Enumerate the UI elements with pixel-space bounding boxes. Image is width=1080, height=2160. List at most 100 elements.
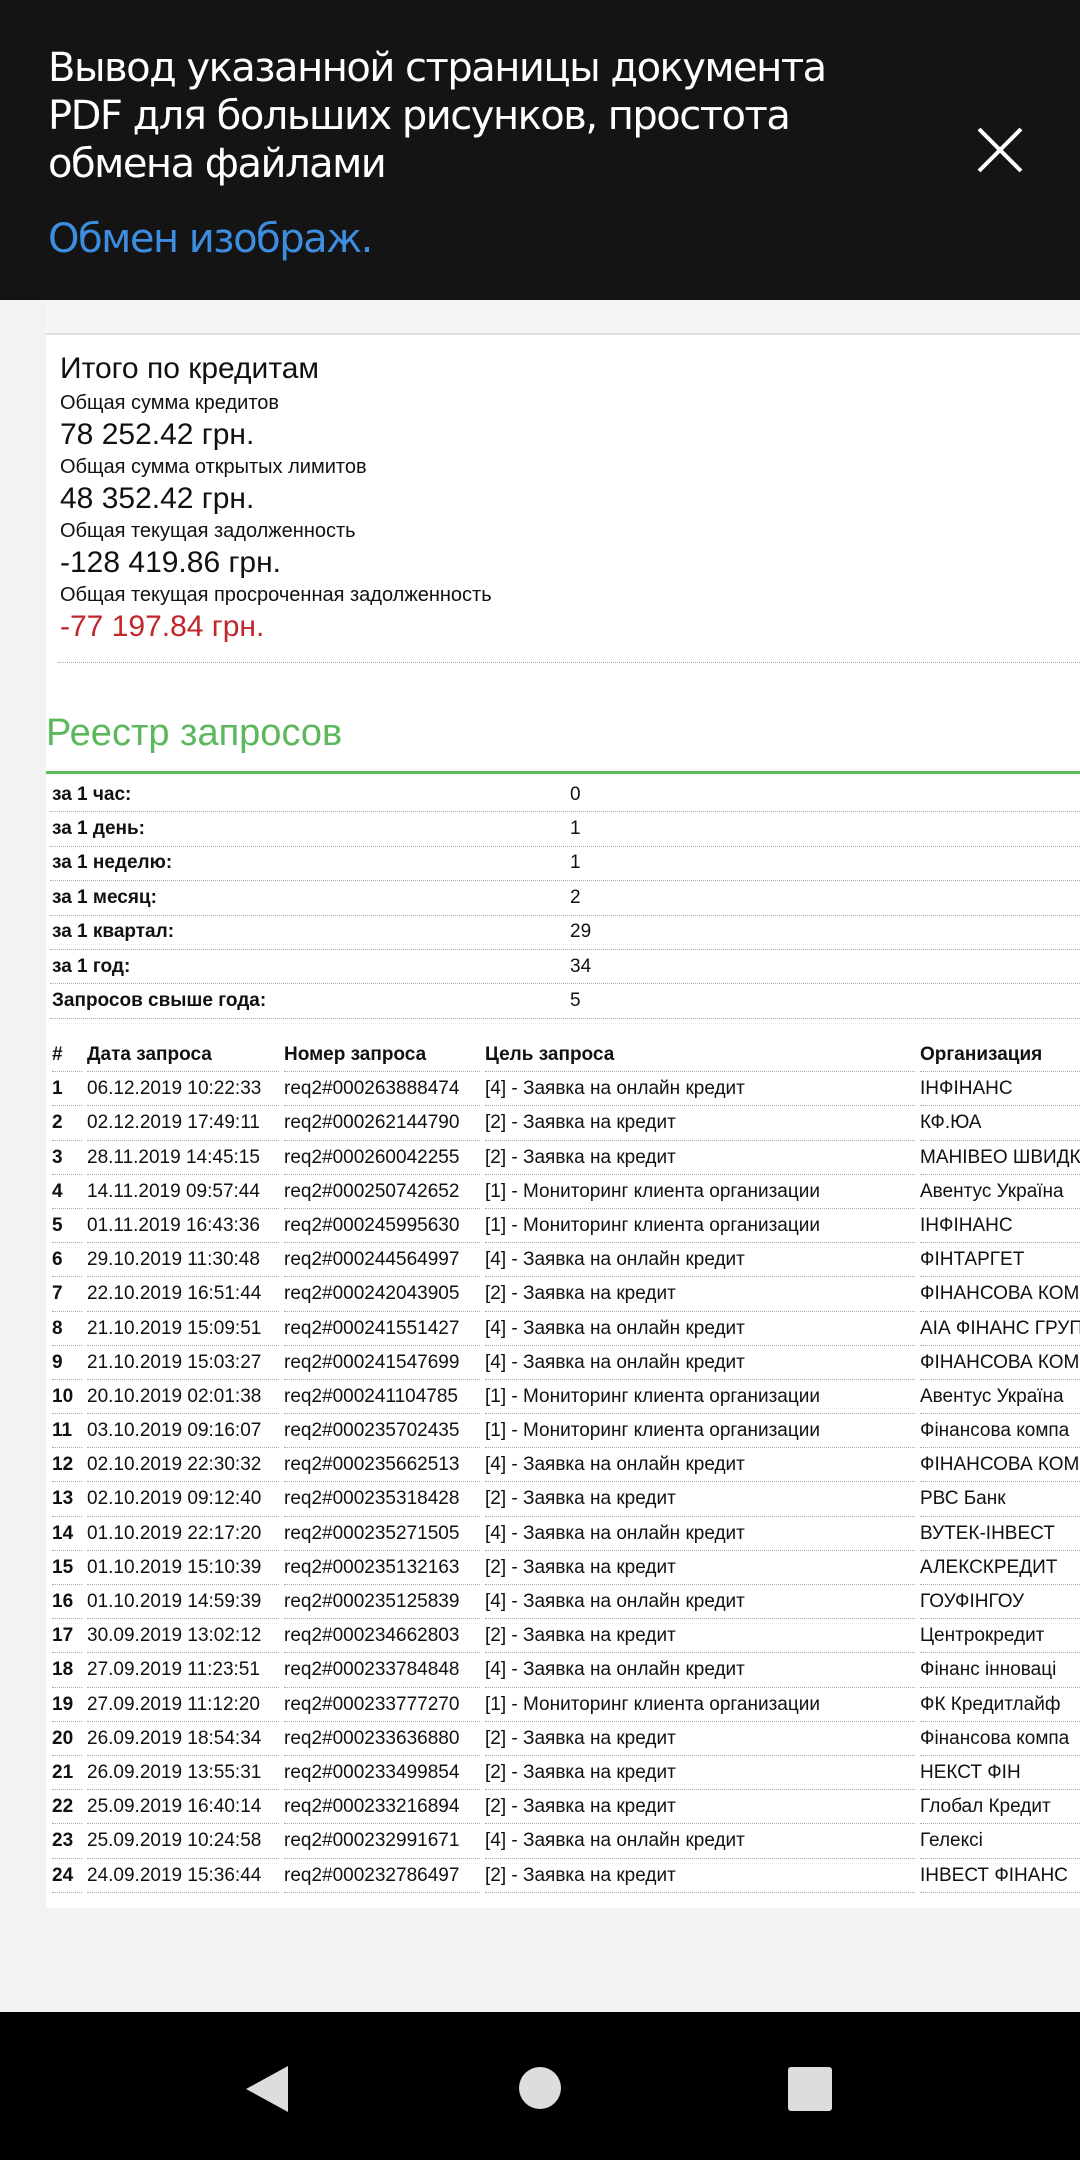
table-row[interactable]: 6 29.10.2019 11:30:48 req2#000244564997 [4]… [50,1243,1080,1278]
summary-value: 1 [570,818,581,840]
table-cell: 03.10.2019 09:16:07 [87,1414,279,1449]
back-icon[interactable] [244,2064,290,2114]
table-row[interactable]: 17 30.09.2019 13:02:12 req2#000234662803 [2… [50,1619,1080,1654]
table-cell: 02.10.2019 22:30:32 [87,1448,279,1483]
recents-icon[interactable] [787,2066,833,2112]
table-row[interactable]: 7 22.10.2019 16:51:44 req2#000242043905 [2]… [50,1277,1080,1312]
table-cell: 27.09.2019 11:12:20 [87,1688,279,1722]
table-row[interactable]: 4 14.11.2019 09:57:44 req2#000250742652 [1]… [50,1175,1080,1209]
table-cell: 22.10.2019 16:51:44 [87,1277,279,1312]
table-row[interactable]: 2 02.12.2019 17:49:11 req2#000262144790 [2]… [50,1106,1080,1141]
table-cell: req2#000260042255 [284,1141,480,1175]
summary-value: 34 [570,955,592,977]
table-cell: 27.09.2019 11:23:51 [87,1653,279,1688]
table-header: # Дата запроса Номер запроса Цель запроса Ор… [50,1038,1080,1073]
table-row[interactable]: 11 03.10.2019 09:16:07 req2#000235702435 [1… [50,1414,1080,1449]
table-row[interactable]: 8 21.10.2019 15:09:51 req2#000241551427 [4]… [50,1312,1080,1346]
column-header: Дата запроса [87,1038,279,1073]
table-cell: req2#000235132163 [284,1551,480,1585]
table-cell: АІА ФІНАНС ГРУП [920,1312,1080,1346]
table-row[interactable]: 12 02.10.2019 22:30:32 req2#000235662513 [4… [50,1448,1080,1483]
summary-label: за 1 месяц: [52,886,157,908]
table-cell: НЕКСТ ФІН [920,1756,1080,1791]
table-cell: req2#000262144790 [284,1106,480,1141]
table-cell: [4] - Заявка на онлайн кредит [485,1243,915,1278]
table-cell: [1] - Мониторинг клиента организации [485,1380,915,1415]
table-cell: req2#000233636880 [284,1722,480,1756]
table-cell: 22 [52,1790,82,1825]
table-cell: 7 [52,1277,82,1312]
table-cell: Авентус Україна [920,1175,1080,1209]
table-cell: req2#000241104785 [284,1380,480,1415]
home-icon[interactable] [518,2066,562,2110]
table-row[interactable]: 22 25.09.2019 16:40:14 req2#000233216894 [2… [50,1790,1080,1825]
table-cell: 18 [52,1653,82,1688]
table-row[interactable]: 10 20.10.2019 02:01:38 req2#000241104785 [1… [50,1380,1080,1415]
table-cell: [2] - Заявка на кредит [485,1482,915,1517]
table-cell: РВС Банк [920,1482,1080,1517]
table-cell: [1] - Мониторинг клиента организации [485,1688,915,1722]
table-cell: ВУТЕК-ІНВЕСТ [920,1517,1080,1551]
table-cell: 06.12.2019 10:22:33 [87,1072,279,1107]
table-cell: 21 [52,1756,82,1791]
table-cell: МАНІВЕО ШВИДК [920,1141,1080,1175]
table-row[interactable]: 15 01.10.2019 15:10:39 req2#000235132163 [2… [50,1551,1080,1585]
table-cell: [4] - Заявка на онлайн кредит [485,1346,915,1380]
table-row[interactable]: 13 02.10.2019 09:12:40 req2#000235318428 [2… [50,1482,1080,1517]
table-cell: Авентус Україна [920,1380,1080,1415]
table-cell: Центрокредит [920,1619,1080,1654]
table-cell: [1] - Мониторинг клиента организации [485,1414,915,1449]
table-cell: [2] - Заявка на кредит [485,1551,915,1585]
table-cell: 20 [52,1722,82,1756]
table-cell: [4] - Заявка на онлайн кредит [485,1072,915,1107]
table-row[interactable]: 21 26.09.2019 13:55:31 req2#000233499854 [2… [50,1756,1080,1791]
summary-label: Запросов свыше года: [52,990,267,1012]
table-row[interactable]: 16 01.10.2019 14:59:39 req2#000235125839 [4… [50,1585,1080,1620]
table-cell: 16 [52,1585,82,1620]
table-row[interactable]: 24 24.09.2019 15:36:44 req2#000232786497 [2… [50,1859,1080,1893]
table-cell: req2#000235125839 [284,1585,480,1620]
table-cell: req2#000233499854 [284,1756,480,1791]
summary-value: 0 [570,783,581,805]
table-cell: [1] - Мониторинг клиента организации [485,1209,915,1244]
divider [58,662,1080,663]
table-row[interactable]: 19 27.09.2019 11:12:20 req2#000233777270 [1… [50,1688,1080,1722]
table-cell: [4] - Заявка на онлайн кредит [485,1517,915,1551]
table-row[interactable]: 3 28.11.2019 14:45:15 req2#000260042255 [2]… [50,1141,1080,1175]
table-row[interactable]: 1 06.12.2019 10:22:33 req2#000263888474 [4]… [50,1072,1080,1107]
table-cell: [1] - Мониторинг клиента организации [485,1175,915,1209]
total-label: Общая сумма открытых лимитов [60,456,367,478]
table-cell: [4] - Заявка на онлайн кредит [485,1585,915,1620]
table-cell: req2#000235662513 [284,1448,480,1483]
table-cell: req2#000233784848 [284,1653,480,1688]
table-cell: 6 [52,1243,82,1278]
totals-title: Итого по кредитам [60,352,320,385]
table-cell: 17 [52,1619,82,1654]
table-row[interactable]: 18 27.09.2019 11:23:51 req2#000233784848 [4… [50,1653,1080,1688]
table-cell: 26.09.2019 13:55:31 [87,1756,279,1791]
table-cell: ФІНАНСОВА КОМ [920,1277,1080,1312]
table-cell: [2] - Заявка на кредит [485,1277,915,1312]
table-cell: [2] - Заявка на кредит [485,1859,915,1893]
close-icon[interactable] [975,125,1025,175]
table-cell: ФІНАНСОВА КОМ [920,1448,1080,1483]
table-cell: Глобал Кредит [920,1790,1080,1825]
table-cell: ІНФІНАНС [920,1072,1080,1107]
table-cell: 26.09.2019 18:54:34 [87,1722,279,1756]
table-cell: 01.11.2019 16:43:36 [87,1209,279,1244]
table-cell: [2] - Заявка на кредит [485,1141,915,1175]
summary-value: 1 [570,852,581,874]
table-row[interactable]: 9 21.10.2019 15:03:27 req2#000241547699 [4]… [50,1346,1080,1380]
table-cell: 5 [52,1209,82,1244]
table-cell: 01.10.2019 14:59:39 [87,1585,279,1620]
table-cell: 8 [52,1312,82,1346]
table-cell: ГОУФІНГОУ [920,1585,1080,1620]
table-cell: 24 [52,1859,82,1893]
table-row[interactable]: 5 01.11.2019 16:43:36 req2#000245995630 [1]… [50,1209,1080,1244]
table-cell: req2#000241551427 [284,1312,480,1346]
table-row[interactable]: 23 25.09.2019 10:24:58 req2#000232991671 [4… [50,1824,1080,1859]
share-image-link[interactable]: Обмен изображ. [48,216,373,262]
table-row[interactable]: 14 01.10.2019 22:17:20 req2#000235271505 [4… [50,1517,1080,1551]
table-row[interactable]: 20 26.09.2019 18:54:34 req2#000233636880 [2… [50,1722,1080,1756]
total-value: -128 419.86 грн. [60,546,282,579]
